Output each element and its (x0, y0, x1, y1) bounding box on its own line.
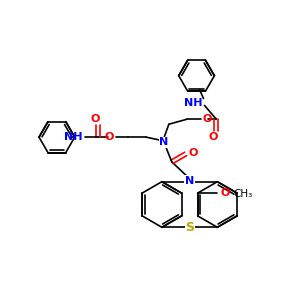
Text: O: O (91, 114, 100, 124)
Text: O: O (189, 148, 198, 158)
Text: O: O (202, 114, 212, 124)
Text: NH: NH (64, 132, 83, 142)
Text: O: O (105, 132, 114, 142)
Text: S: S (185, 221, 194, 234)
Text: NH: NH (184, 98, 203, 108)
Text: N: N (159, 137, 169, 147)
Text: N: N (185, 176, 194, 186)
Text: O: O (220, 188, 230, 198)
Text: O: O (209, 132, 218, 142)
Text: CH₃: CH₃ (233, 189, 253, 199)
